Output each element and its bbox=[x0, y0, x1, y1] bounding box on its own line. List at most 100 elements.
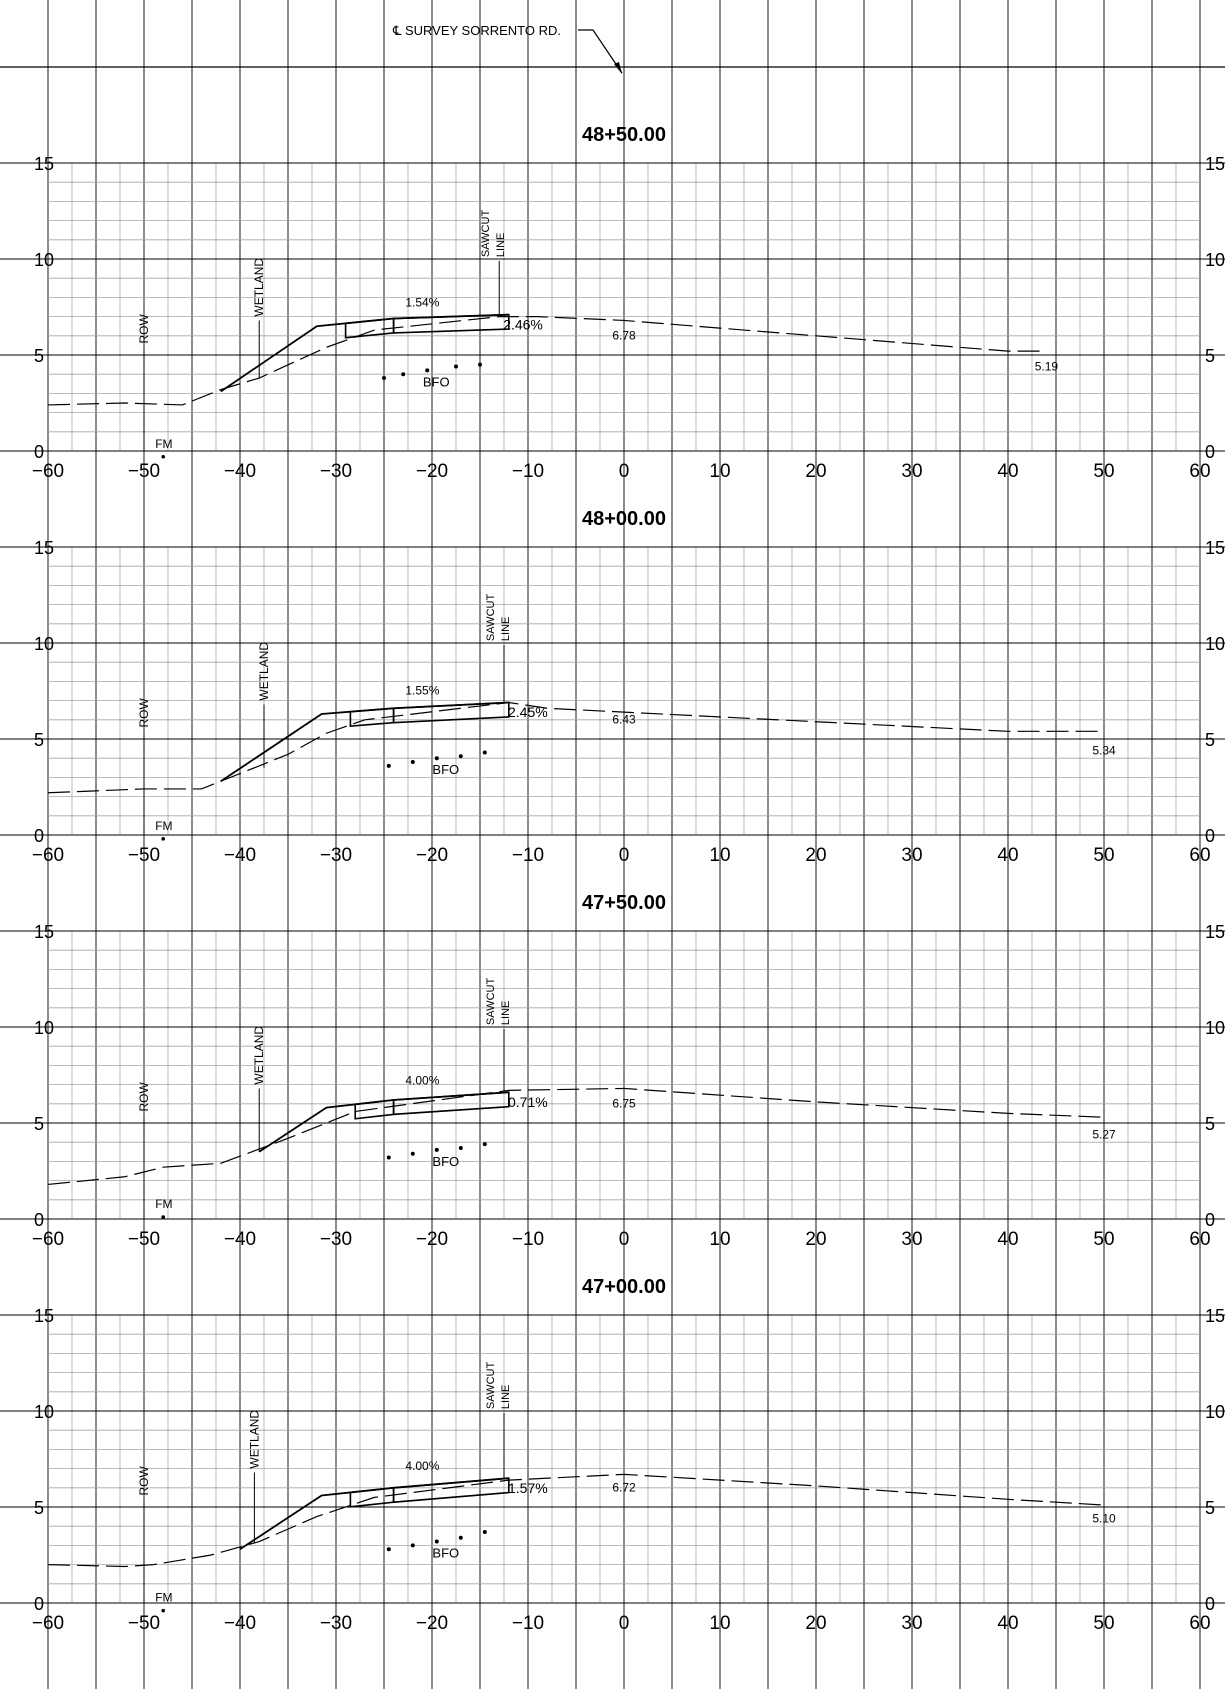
existing-ground-line bbox=[47, 1473, 1105, 1568]
x-tick-label: 40 bbox=[997, 845, 1018, 866]
bfo-point bbox=[482, 1142, 487, 1147]
cross-section-4: 0 0 5 5 10 10 15 15 −60 −50 −40 −30 −20 −10 0 10 20 30 40 5… bbox=[0, 1276, 1225, 1634]
sawcut-label-line2: LINE bbox=[495, 233, 507, 257]
cross-section-3: 0 0 5 5 10 10 15 15 −60 −50 −40 −30 −20 −10 0 10 20 30 40 5… bbox=[0, 892, 1225, 1250]
y-tick-label-left: 0 bbox=[34, 1594, 44, 1614]
cross-section-1: 0 0 5 5 10 10 15 15 −60 −50 −40 −30 −20 −10 0 10 20 30 40 5… bbox=[0, 124, 1225, 482]
station-title: 47+50.00 bbox=[582, 892, 666, 914]
x-tick-label: 10 bbox=[709, 1229, 730, 1250]
fm-point bbox=[161, 1215, 165, 1219]
bfo-point bbox=[482, 1529, 487, 1534]
x-tick-label: 50 bbox=[1093, 1613, 1114, 1634]
bfo-point bbox=[458, 754, 463, 759]
x-tick-label: 30 bbox=[901, 1229, 922, 1250]
sawcut-label: SAWCUT bbox=[485, 978, 497, 1026]
y-tick-label-left: 5 bbox=[34, 1114, 44, 1134]
y-tick-label-right: 0 bbox=[1205, 442, 1215, 462]
y-tick-label-left: 0 bbox=[34, 1210, 44, 1230]
centerline-elevation: 6.78 bbox=[612, 329, 636, 343]
proposed-grade-line bbox=[239, 1477, 509, 1550]
x-tick-label: 40 bbox=[997, 1229, 1018, 1250]
x-tick-label: −50 bbox=[128, 1613, 160, 1634]
bfo-point bbox=[425, 368, 430, 373]
y-tick-label-left: 5 bbox=[34, 346, 44, 366]
slope-label-left: 4.00% bbox=[405, 1073, 439, 1087]
x-tick-label: 0 bbox=[619, 461, 630, 482]
sawcut-label: SAWCUT bbox=[485, 594, 497, 642]
x-tick-label: −30 bbox=[320, 1229, 352, 1250]
bfo-label: BFO bbox=[432, 762, 459, 777]
x-tick-label: −30 bbox=[320, 461, 352, 482]
row-label: ROW bbox=[137, 1081, 151, 1111]
x-tick-label: −40 bbox=[224, 461, 256, 482]
bfo-point bbox=[482, 750, 487, 755]
bfo-point bbox=[410, 1151, 415, 1156]
x-tick-label: −30 bbox=[320, 1613, 352, 1634]
x-tick-label: 20 bbox=[805, 1229, 826, 1250]
row-label: ROW bbox=[137, 313, 151, 343]
background-grid bbox=[47, 0, 1201, 1689]
existing-ground-line bbox=[47, 316, 1047, 406]
y-tick-label-right: 5 bbox=[1205, 730, 1215, 750]
bfo-point bbox=[458, 1145, 463, 1150]
y-tick-label-left: 0 bbox=[34, 826, 44, 846]
station-title: 47+00.00 bbox=[582, 1276, 666, 1298]
sawcut-label: SAWCUT bbox=[480, 210, 492, 258]
row-label: ROW bbox=[137, 1465, 151, 1495]
station-title: 48+50.00 bbox=[582, 124, 666, 146]
survey-centerline-label: ℄ SURVEY SORRENTO RD. bbox=[392, 23, 561, 38]
slope-label-left: 1.55% bbox=[405, 684, 439, 698]
x-tick-label: 50 bbox=[1093, 845, 1114, 866]
sawcut-label: SAWCUT bbox=[485, 1362, 497, 1410]
cross-section-panels: 0 0 5 5 10 10 15 15 −60 −50 −40 −30 −20 −10 0 10 20 30 40 5… bbox=[0, 124, 1225, 1634]
end-elevation: 5.27 bbox=[1092, 1127, 1116, 1141]
y-tick-label-right: 5 bbox=[1205, 1498, 1215, 1518]
fm-point bbox=[161, 454, 165, 459]
bfo-point bbox=[434, 756, 439, 761]
x-tick-label: 0 bbox=[619, 1613, 630, 1634]
y-tick-label-right: 10 bbox=[1205, 1402, 1225, 1422]
x-tick-label: 60 bbox=[1189, 461, 1210, 482]
slope-label-right: 1.57% bbox=[508, 1480, 548, 1496]
existing-ground-line bbox=[47, 701, 1104, 794]
x-tick-label: 30 bbox=[901, 845, 922, 866]
bfo-label: BFO bbox=[432, 1546, 459, 1561]
y-tick-label-right: 10 bbox=[1205, 250, 1225, 270]
y-tick-label-left: 5 bbox=[34, 730, 44, 750]
sawcut-label-line2: LINE bbox=[500, 1001, 512, 1025]
y-tick-label-left: 0 bbox=[34, 442, 44, 462]
x-tick-label: −60 bbox=[32, 845, 64, 866]
x-tick-label: −10 bbox=[512, 461, 544, 482]
centerline-elevation: 6.75 bbox=[612, 1097, 636, 1111]
x-tick-label: −40 bbox=[224, 1229, 256, 1250]
station-title: 48+00.00 bbox=[582, 508, 666, 530]
wetland-label: WETLAND bbox=[257, 642, 271, 701]
pavement-box-left bbox=[349, 1486, 395, 1508]
x-tick-label: 0 bbox=[619, 1229, 630, 1250]
fm-point bbox=[161, 837, 165, 841]
y-tick-label-left: 10 bbox=[34, 1402, 54, 1422]
x-tick-label: 30 bbox=[901, 1613, 922, 1634]
bfo-point bbox=[410, 760, 415, 765]
x-tick-label: 40 bbox=[997, 1613, 1018, 1634]
y-tick-label-right: 10 bbox=[1205, 634, 1225, 654]
x-tick-label: −50 bbox=[128, 845, 160, 866]
end-elevation: 5.19 bbox=[1035, 359, 1059, 373]
sawcut-label-line2: LINE bbox=[500, 617, 512, 641]
fm-label: FM bbox=[155, 1197, 172, 1211]
y-tick-label-right: 0 bbox=[1205, 1210, 1215, 1230]
y-tick-label-right: 15 bbox=[1205, 538, 1225, 558]
x-tick-label: 20 bbox=[805, 461, 826, 482]
slope-label-left: 4.00% bbox=[405, 1459, 439, 1473]
y-tick-label-left: 10 bbox=[34, 1018, 54, 1038]
x-tick-label: 60 bbox=[1189, 845, 1210, 866]
x-tick-label: −20 bbox=[416, 1613, 448, 1634]
bfo-point bbox=[386, 1155, 391, 1160]
x-tick-label: −10 bbox=[512, 1229, 544, 1250]
x-tick-label: −60 bbox=[32, 461, 64, 482]
x-tick-label: 60 bbox=[1189, 1229, 1210, 1250]
bfo-point bbox=[382, 376, 386, 381]
x-tick-label: 20 bbox=[805, 1613, 826, 1634]
y-tick-label-right: 15 bbox=[1205, 154, 1225, 174]
